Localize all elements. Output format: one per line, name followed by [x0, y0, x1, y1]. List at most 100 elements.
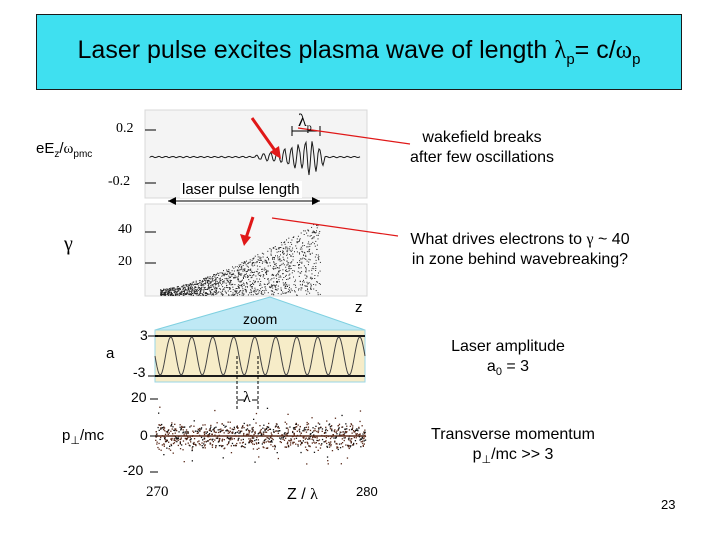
gamma-point	[301, 248, 303, 250]
momentum-point	[242, 425, 244, 427]
momentum-point	[300, 432, 302, 434]
momentum-point	[337, 429, 339, 431]
gamma-point	[202, 286, 204, 288]
gamma-point	[164, 289, 166, 291]
gamma-point	[319, 283, 321, 285]
momentum-point	[346, 425, 348, 427]
gamma-point	[218, 283, 219, 285]
a-ylabel: a	[106, 345, 115, 362]
momentum-point	[260, 434, 262, 436]
gamma-point	[204, 294, 206, 296]
gamma-point	[239, 291, 241, 293]
gamma-point	[178, 288, 180, 290]
gamma-point	[261, 262, 263, 264]
gamma-point	[259, 262, 261, 263]
gamma-point	[203, 284, 205, 286]
momentum-point	[302, 430, 304, 432]
gamma-point	[210, 291, 212, 293]
momentum-point	[155, 433, 158, 436]
gamma-point	[208, 280, 210, 282]
gamma-point	[317, 257, 319, 259]
gamma-point	[280, 247, 282, 248]
gamma-point	[168, 291, 170, 293]
momentum-point	[157, 426, 159, 429]
momentum-point	[299, 440, 301, 442]
gamma-point	[231, 275, 233, 277]
gamma-point	[273, 291, 275, 293]
momentum-point	[339, 433, 341, 435]
gamma-point	[310, 243, 312, 245]
gamma-point	[302, 281, 304, 283]
momentum-point	[163, 427, 166, 429]
momentum-point	[238, 437, 240, 439]
gamma-point	[308, 261, 310, 263]
momentum-point	[194, 443, 196, 445]
gamma-point	[291, 290, 293, 292]
gamma-point	[268, 280, 270, 282]
gamma-point	[307, 282, 309, 284]
gamma-point	[316, 281, 318, 283]
gamma-point	[210, 284, 212, 286]
momentum-point	[180, 428, 182, 430]
gamma-point	[301, 284, 303, 286]
gamma-point	[285, 266, 287, 268]
momentum-point	[307, 438, 309, 440]
momentum-point	[237, 438, 239, 440]
momentum-point	[158, 442, 160, 445]
gamma-point	[304, 285, 306, 287]
gamma-point	[288, 267, 290, 269]
gamma-point	[214, 274, 215, 276]
momentum-point	[182, 449, 184, 451]
momentum-point	[179, 426, 181, 428]
gamma-point	[250, 290, 252, 292]
momentum-point	[241, 442, 244, 444]
gamma-point	[247, 294, 249, 296]
gamma-point	[203, 279, 205, 281]
gamma-point	[196, 290, 198, 292]
gamma-point	[183, 293, 184, 294]
momentum-point	[167, 429, 169, 432]
momentum-point	[241, 425, 244, 428]
gamma-point	[168, 288, 170, 290]
momentum-point	[262, 446, 264, 448]
momentum-point	[323, 432, 326, 434]
gamma-point	[240, 269, 242, 271]
momentum-point	[321, 428, 324, 430]
gamma-point	[198, 294, 200, 296]
gamma-panel	[144, 203, 368, 297]
gamma-point	[163, 293, 165, 295]
gamma-point	[265, 271, 266, 273]
gamma-point	[257, 256, 259, 258]
gamma-point	[238, 270, 240, 272]
gamma-point	[305, 267, 307, 269]
momentum-point	[259, 430, 262, 432]
gamma-point	[206, 294, 208, 296]
momentum-point	[265, 441, 267, 443]
gamma-point	[291, 272, 293, 274]
gamma-point	[276, 278, 278, 280]
momentum-point	[307, 423, 310, 425]
gamma-point	[210, 282, 212, 284]
gamma-point	[215, 277, 217, 279]
gamma-point	[288, 291, 290, 293]
momentum-point	[187, 436, 189, 439]
momentum-point	[176, 441, 178, 443]
momentum-point	[331, 436, 333, 438]
gamma-point	[160, 289, 162, 291]
momentum-point	[292, 427, 295, 429]
gamma-point	[218, 273, 220, 275]
gamma-point	[171, 289, 173, 291]
momentum-point	[266, 447, 268, 449]
gamma-point	[309, 243, 311, 245]
momentum-point	[204, 431, 206, 433]
momentum-point	[179, 441, 181, 443]
gamma-point	[245, 286, 246, 288]
gamma-point	[297, 235, 299, 237]
momentum-point	[194, 430, 197, 432]
gamma-point	[188, 290, 190, 292]
momentum-point	[361, 442, 364, 444]
gamma-point	[316, 224, 318, 226]
gamma-point	[166, 292, 168, 294]
gamma-point	[292, 247, 294, 249]
gamma-point	[211, 285, 213, 287]
